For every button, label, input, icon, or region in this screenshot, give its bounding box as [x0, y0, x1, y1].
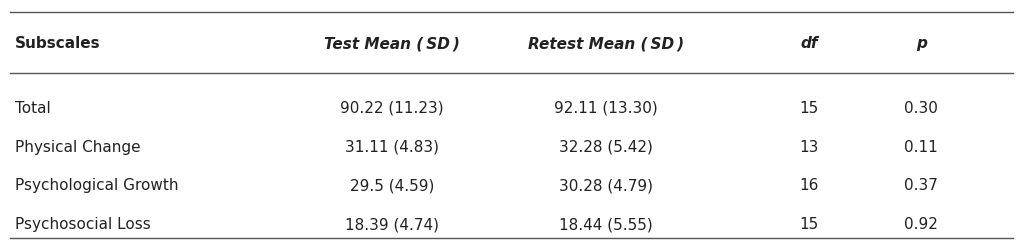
Text: 18.39 (4.74): 18.39 (4.74): [345, 217, 439, 232]
Text: Psychosocial Loss: Psychosocial Loss: [15, 217, 151, 232]
Text: 16: 16: [799, 178, 819, 193]
Text: Total: Total: [15, 101, 51, 116]
Text: 30.28 (4.79): 30.28 (4.79): [559, 178, 653, 193]
Text: Retest Mean ( SD ): Retest Mean ( SD ): [527, 36, 684, 51]
Text: 32.28 (5.42): 32.28 (5.42): [559, 139, 653, 155]
Text: df: df: [800, 36, 818, 51]
Text: 31.11 (4.83): 31.11 (4.83): [345, 139, 439, 155]
Text: 0.11: 0.11: [904, 139, 939, 155]
Text: Test Mean ( SD ): Test Mean ( SD ): [324, 36, 460, 51]
Text: Psychological Growth: Psychological Growth: [15, 178, 179, 193]
Text: 15: 15: [800, 101, 818, 116]
Text: 18.44 (5.55): 18.44 (5.55): [559, 217, 653, 232]
Text: p: p: [916, 36, 926, 51]
Text: Subscales: Subscales: [15, 36, 101, 51]
Text: 15: 15: [800, 217, 818, 232]
Text: Physical Change: Physical Change: [15, 139, 140, 155]
Text: 90.22 (11.23): 90.22 (11.23): [340, 101, 444, 116]
Text: 0.30: 0.30: [904, 101, 939, 116]
Text: 92.11 (13.30): 92.11 (13.30): [554, 101, 658, 116]
Text: 29.5 (4.59): 29.5 (4.59): [350, 178, 434, 193]
Text: 13: 13: [799, 139, 819, 155]
Text: 0.37: 0.37: [904, 178, 939, 193]
Text: 0.92: 0.92: [904, 217, 939, 232]
